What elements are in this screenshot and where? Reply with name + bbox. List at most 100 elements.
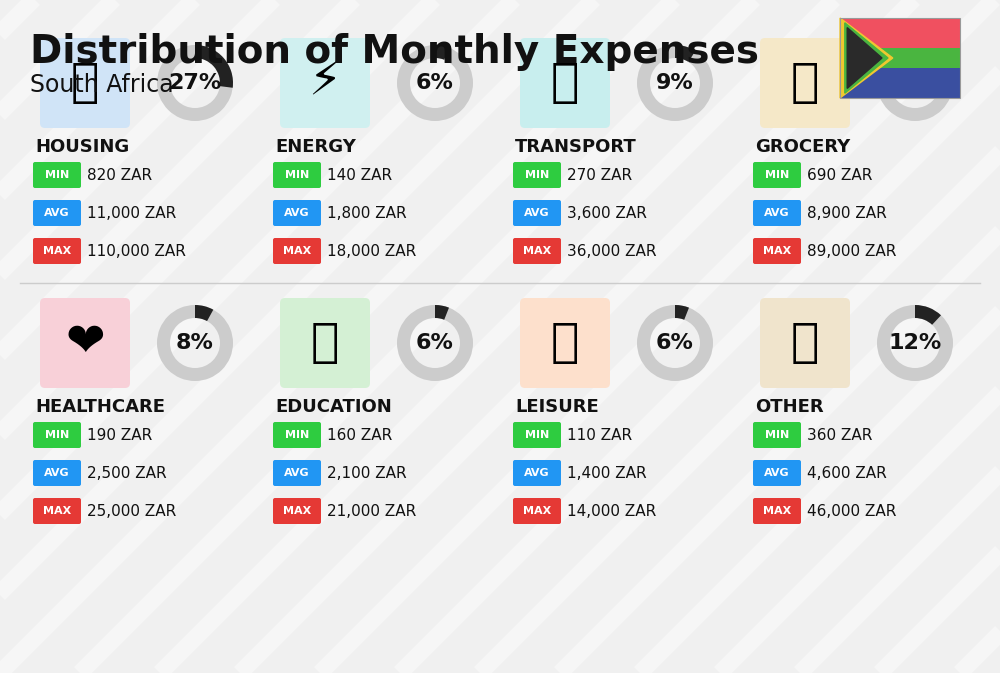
FancyBboxPatch shape [273,162,321,188]
Text: 11,000 ZAR: 11,000 ZAR [87,205,176,221]
Text: 46,000 ZAR: 46,000 ZAR [807,503,896,518]
Text: 18,000 ZAR: 18,000 ZAR [327,244,416,258]
FancyBboxPatch shape [33,422,81,448]
Text: MIN: MIN [285,170,309,180]
Wedge shape [637,305,713,381]
Wedge shape [877,305,953,381]
Text: 3,600 ZAR: 3,600 ZAR [567,205,647,221]
FancyBboxPatch shape [753,422,801,448]
Text: HEALTHCARE: HEALTHCARE [35,398,165,416]
FancyBboxPatch shape [513,238,561,264]
Text: AVG: AVG [524,468,550,478]
Text: 9%: 9% [656,73,694,93]
Polygon shape [840,18,893,98]
FancyBboxPatch shape [33,162,81,188]
Text: MAX: MAX [283,506,311,516]
FancyBboxPatch shape [513,200,561,226]
Text: 110 ZAR: 110 ZAR [567,427,632,443]
FancyBboxPatch shape [33,238,81,264]
Text: MAX: MAX [523,506,551,516]
Text: 26%: 26% [888,73,942,93]
Text: 190 ZAR: 190 ZAR [87,427,152,443]
Wedge shape [675,45,695,62]
Text: 💰: 💰 [791,320,819,365]
Text: MAX: MAX [523,246,551,256]
Text: ⚡: ⚡ [308,61,342,106]
Text: 6%: 6% [416,333,454,353]
Text: 🛍: 🛍 [551,320,579,365]
Text: AVG: AVG [284,208,310,218]
Wedge shape [157,305,233,381]
Wedge shape [675,305,689,320]
Wedge shape [195,45,233,87]
FancyBboxPatch shape [840,18,960,54]
FancyBboxPatch shape [513,460,561,486]
FancyBboxPatch shape [840,62,960,98]
Text: HOUSING: HOUSING [35,138,129,156]
Text: 140 ZAR: 140 ZAR [327,168,392,182]
FancyBboxPatch shape [513,162,561,188]
Text: 4,600 ZAR: 4,600 ZAR [807,466,887,481]
Wedge shape [915,305,941,325]
Text: OTHER: OTHER [755,398,824,416]
Text: 8,900 ZAR: 8,900 ZAR [807,205,887,221]
Text: 2,100 ZAR: 2,100 ZAR [327,466,407,481]
FancyBboxPatch shape [513,498,561,524]
Text: 14,000 ZAR: 14,000 ZAR [567,503,656,518]
FancyBboxPatch shape [513,422,561,448]
Text: MIN: MIN [525,430,549,440]
Text: 270 ZAR: 270 ZAR [567,168,632,182]
FancyBboxPatch shape [40,38,130,128]
Text: 27%: 27% [168,73,222,93]
Text: 6%: 6% [656,333,694,353]
Text: 25,000 ZAR: 25,000 ZAR [87,503,176,518]
Text: 89,000 ZAR: 89,000 ZAR [807,244,896,258]
FancyBboxPatch shape [273,238,321,264]
Text: 820 ZAR: 820 ZAR [87,168,152,182]
Text: MIN: MIN [525,170,549,180]
Wedge shape [195,305,213,321]
FancyBboxPatch shape [33,498,81,524]
Text: Distribution of Monthly Expenses: Distribution of Monthly Expenses [30,33,759,71]
Text: EDUCATION: EDUCATION [275,398,392,416]
Text: MIN: MIN [285,430,309,440]
FancyBboxPatch shape [280,38,370,128]
Text: 🏗: 🏗 [71,61,99,106]
Text: MAX: MAX [763,506,791,516]
Text: ENERGY: ENERGY [275,138,356,156]
Text: 2,500 ZAR: 2,500 ZAR [87,466,167,481]
FancyBboxPatch shape [840,48,960,69]
Text: 🎓: 🎓 [311,320,339,365]
FancyBboxPatch shape [280,298,370,388]
Text: LEISURE: LEISURE [515,398,599,416]
Wedge shape [877,45,953,121]
Text: AVG: AVG [44,208,70,218]
Wedge shape [435,45,449,60]
Text: 🛒: 🛒 [791,61,819,106]
Text: 🚌: 🚌 [551,61,579,106]
FancyBboxPatch shape [753,162,801,188]
FancyBboxPatch shape [273,460,321,486]
FancyBboxPatch shape [753,498,801,524]
Text: AVG: AVG [764,208,790,218]
Wedge shape [915,45,953,85]
Wedge shape [397,305,473,381]
FancyBboxPatch shape [753,200,801,226]
FancyBboxPatch shape [753,238,801,264]
Text: MIN: MIN [45,430,69,440]
FancyBboxPatch shape [33,200,81,226]
Text: GROCERY: GROCERY [755,138,850,156]
Text: 21,000 ZAR: 21,000 ZAR [327,503,416,518]
Wedge shape [637,45,713,121]
Text: MAX: MAX [43,506,71,516]
FancyBboxPatch shape [760,298,850,388]
Text: 1,800 ZAR: 1,800 ZAR [327,205,407,221]
Polygon shape [847,28,882,88]
Text: 110,000 ZAR: 110,000 ZAR [87,244,186,258]
Text: 36,000 ZAR: 36,000 ZAR [567,244,656,258]
FancyBboxPatch shape [273,498,321,524]
FancyBboxPatch shape [520,298,610,388]
Wedge shape [157,45,233,121]
Text: 6%: 6% [416,73,454,93]
Text: MAX: MAX [43,246,71,256]
